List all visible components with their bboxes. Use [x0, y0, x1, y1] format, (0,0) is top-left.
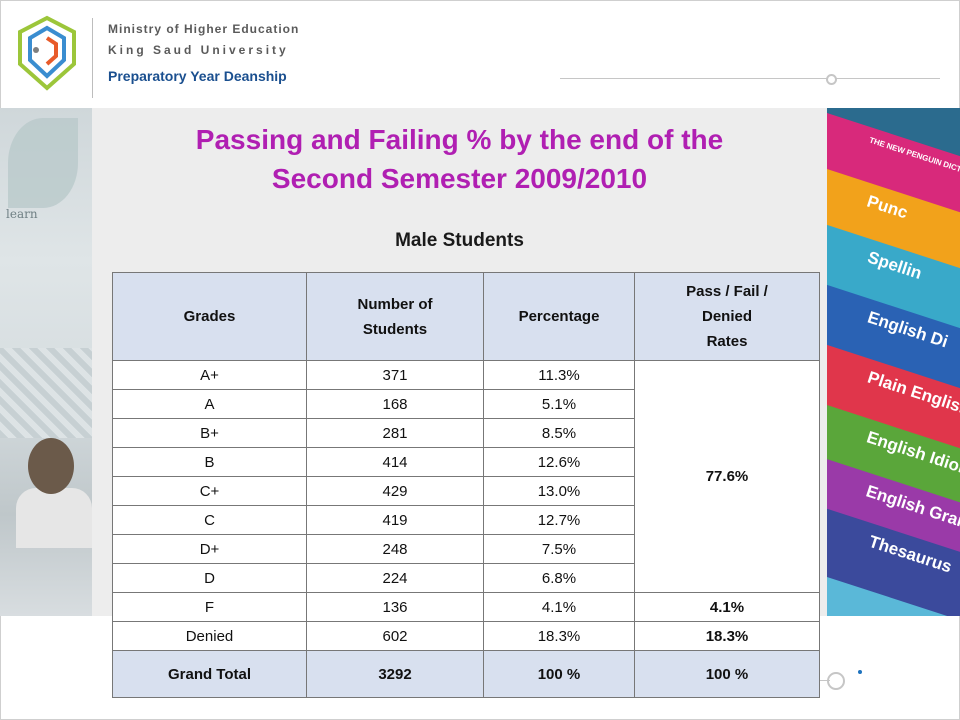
grade-cell: A	[112, 389, 307, 419]
denied-rate-cell: 18.3%	[634, 621, 820, 651]
student-figure-head	[28, 438, 74, 494]
header-line: Denied	[701, 308, 752, 325]
percentage-cell: 13.0%	[483, 476, 635, 506]
count-cell: 168	[306, 389, 484, 419]
student-figure-body	[16, 488, 92, 548]
count-cell: 429	[306, 476, 484, 506]
tile-pattern	[0, 348, 92, 438]
percentage-cell: 11.3%	[483, 360, 635, 390]
count-cell: 602	[306, 621, 484, 651]
total-count-cell: 3292	[306, 650, 484, 698]
header-rule-dot	[826, 74, 837, 85]
book-label: Punc	[864, 191, 911, 223]
header-line: Pass / Fail /	[686, 283, 768, 300]
count-cell: 248	[306, 534, 484, 564]
table-row: F 136 4.1% 4.1%	[112, 592, 820, 622]
footer-dot	[858, 670, 862, 674]
percentage-cell: 12.7%	[483, 505, 635, 535]
deanship-label: Preparatory Year Deanship	[108, 68, 287, 84]
total-label-cell: Grand Total	[112, 650, 307, 698]
percentage-cell: 6.8%	[483, 563, 635, 593]
table-row: C+ 429 13.0%	[112, 476, 820, 506]
footer-rule-ring	[827, 672, 845, 690]
count-cell: 414	[306, 447, 484, 477]
decor-text: learn	[6, 207, 38, 221]
grade-cell: B+	[112, 418, 307, 448]
header-line: Number of	[357, 295, 433, 313]
grade-cell: C	[112, 505, 307, 535]
header-line: Students	[362, 320, 428, 338]
grade-cell: F	[112, 592, 307, 622]
table-row: B+ 281 8.5%	[112, 418, 820, 448]
col-header-rates: Pass / Fail / Denied Rates	[634, 272, 820, 361]
table-row: A+ 371 11.3% 77.6%	[112, 360, 820, 593]
header-rule	[560, 78, 940, 79]
table-row: A 168 5.1%	[112, 389, 820, 419]
right-decor-books: THE NEW PENGUIN DICTIONARY OF Punc Spell…	[827, 108, 960, 616]
slide-subtitle: Male Students	[395, 230, 524, 251]
total-rate-cell: 100 %	[634, 650, 820, 698]
count-cell: 371	[306, 360, 484, 390]
col-header-grades: Grades	[112, 272, 307, 361]
percentage-cell: 7.5%	[483, 534, 635, 564]
university-logo	[18, 15, 76, 91]
grade-cell: Denied	[112, 621, 307, 651]
percentage-cell: 5.1%	[483, 389, 635, 419]
grade-cell: D	[112, 563, 307, 593]
table-row: B 414 12.6%	[112, 447, 820, 477]
grade-cell: C+	[112, 476, 307, 506]
percentage-cell: 12.6%	[483, 447, 635, 477]
grade-cell: D+	[112, 534, 307, 564]
total-percentage-cell: 100 %	[483, 650, 635, 698]
header-line: Rates	[706, 333, 748, 350]
slide-title-line-1: Passing and Failing % by the end of the	[195, 124, 724, 155]
header-divider	[92, 18, 93, 98]
grand-total-row: Grand Total 3292 100 % 100 %	[112, 650, 820, 698]
table-row: C 419 12.7%	[112, 505, 820, 535]
book-label: THE NEW PENGUIN DICTIONARY OF	[868, 135, 960, 188]
count-cell: 136	[306, 592, 484, 622]
table-header-row: Grades Number of Students Percentage Pas…	[112, 272, 820, 361]
slide-title: Passing and Failing % by the end of the …	[92, 120, 827, 198]
grade-cell: A+	[112, 360, 307, 390]
col-header-percentage: Percentage	[483, 272, 635, 361]
pass-rate-cell: 77.6%	[634, 360, 820, 593]
fail-rate-cell: 4.1%	[634, 592, 820, 622]
leaf-decor	[8, 118, 78, 208]
ministry-label: Ministry of Higher Education	[108, 22, 300, 36]
col-header-count: Number of Students	[306, 272, 484, 361]
left-decor-image: learn	[0, 108, 92, 616]
university-label: King Saud University	[108, 43, 289, 57]
grades-table: Grades Number of Students Percentage Pas…	[112, 272, 820, 698]
book-label: Spellin	[865, 247, 925, 283]
count-cell: 224	[306, 563, 484, 593]
percentage-cell: 4.1%	[483, 592, 635, 622]
percentage-cell: 8.5%	[483, 418, 635, 448]
grade-cell: B	[112, 447, 307, 477]
table-row: Denied 602 18.3% 18.3%	[112, 621, 820, 651]
count-cell: 281	[306, 418, 484, 448]
count-cell: 419	[306, 505, 484, 535]
percentage-cell: 18.3%	[483, 621, 635, 651]
slide-title-line-2: Second Semester 2009/2010	[271, 163, 648, 194]
table-row: D 224 6.8%	[112, 563, 820, 593]
